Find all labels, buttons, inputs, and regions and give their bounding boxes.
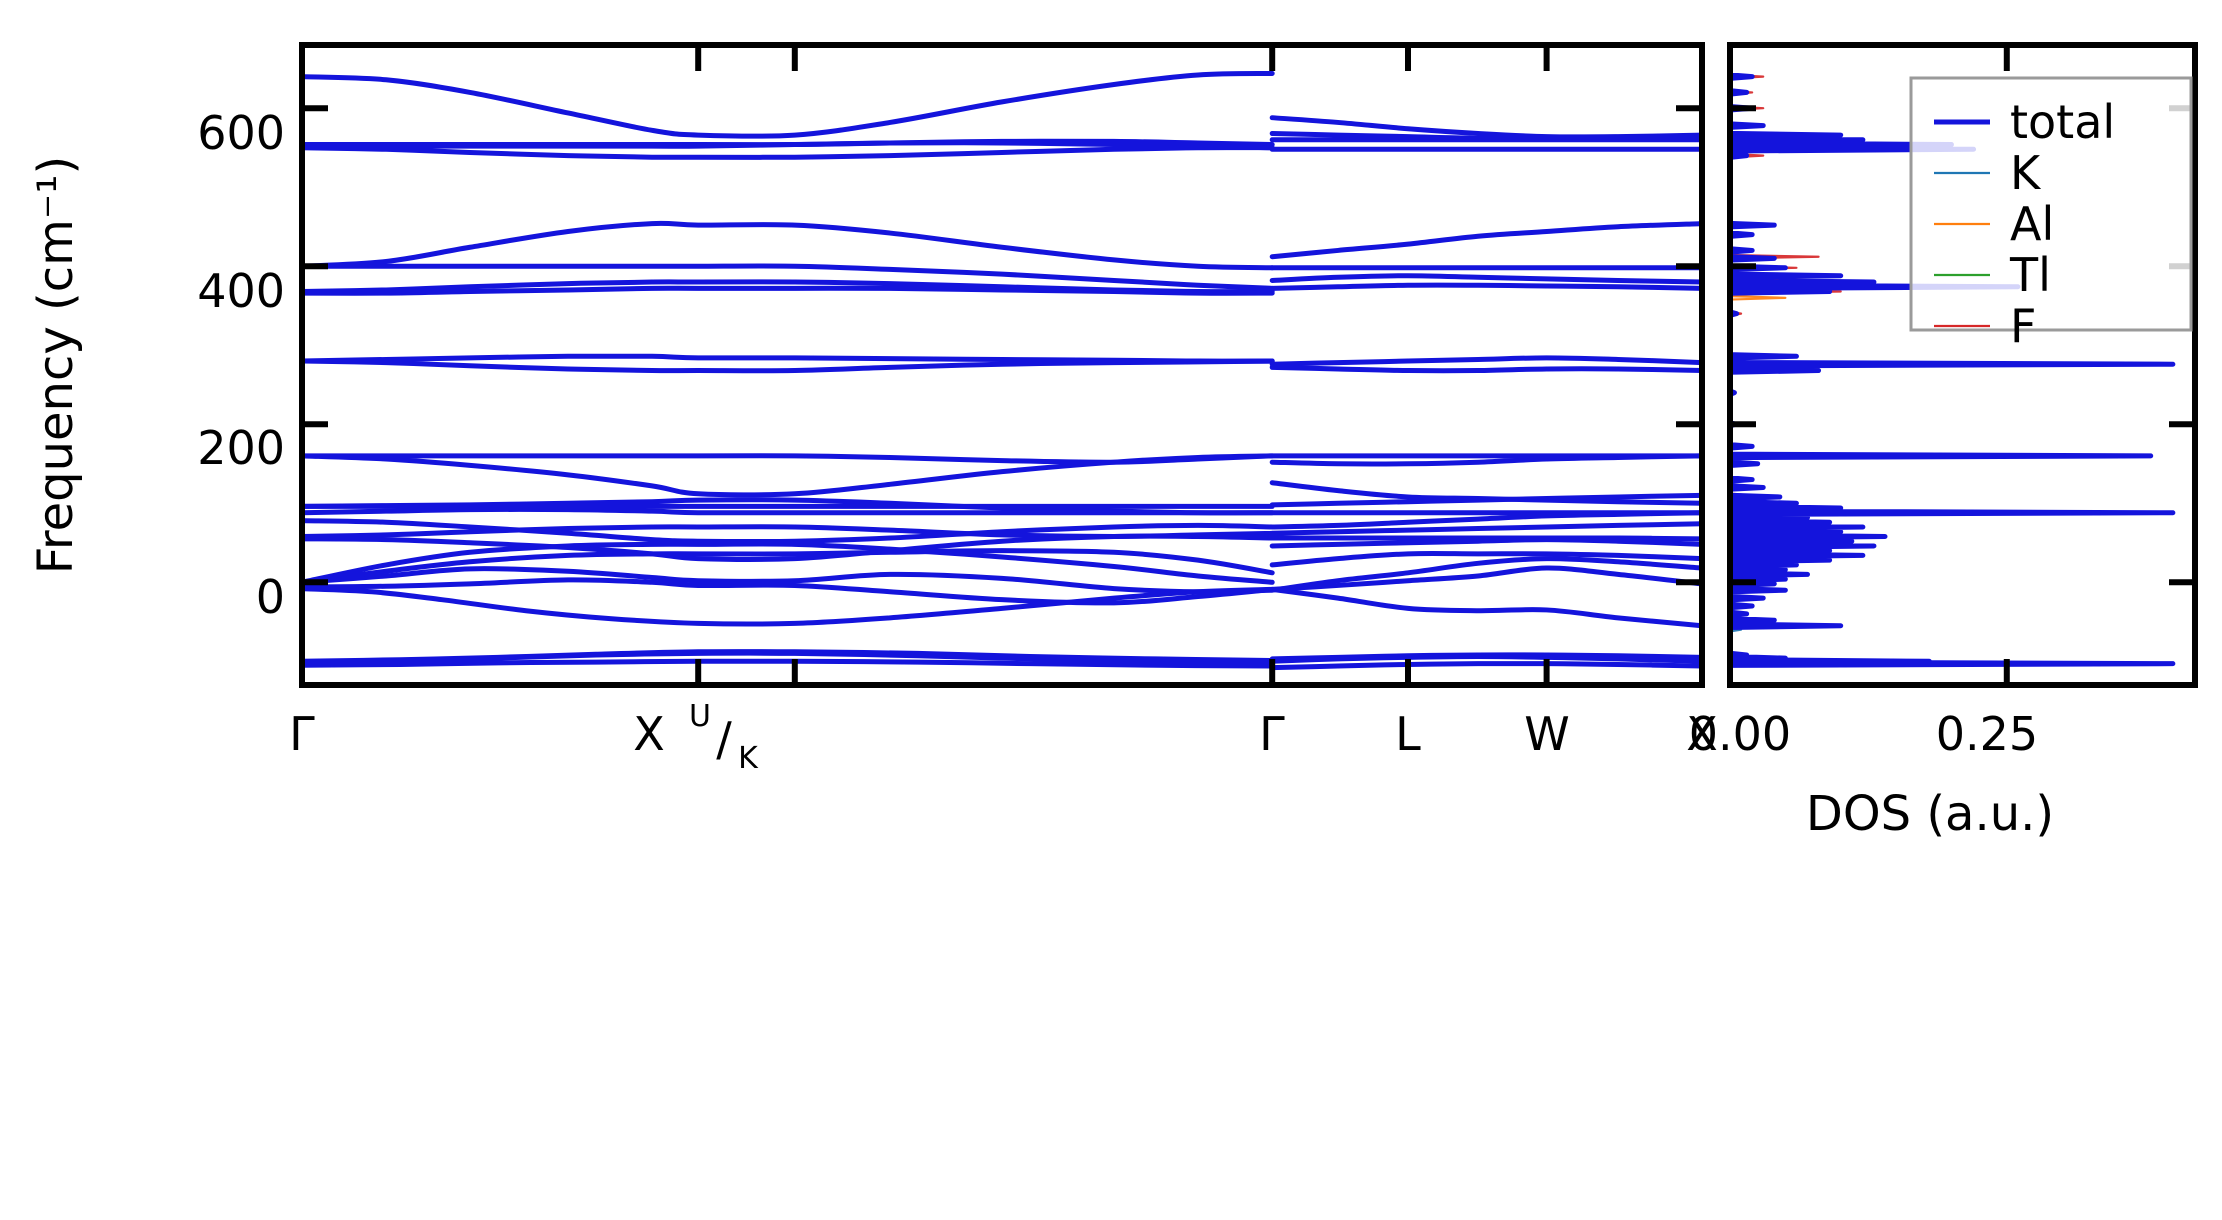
x-tick-label-gamma-2: Γ <box>1259 707 1285 761</box>
band-curves-group <box>302 70 1702 671</box>
band-x-tick-labels: Γ X U / K Γ L W X <box>289 699 1718 776</box>
legend-label-total: total <box>2010 95 2115 149</box>
y-tick-label-0: 0 <box>256 570 285 624</box>
x-tick-label-k: K <box>738 741 759 776</box>
x-tick-label-u-over-k: U / K <box>689 699 759 776</box>
band-y-tick-labels: 600 400 200 0 <box>197 106 285 624</box>
band-curve <box>302 480 1702 516</box>
band-structure-panel <box>299 42 1705 688</box>
y-axis-label: Frequency (cm⁻¹) <box>28 156 84 574</box>
band-curve <box>302 650 1702 667</box>
legend-label-al: Al <box>2010 197 2054 251</box>
legend-label-k: K <box>2010 146 2042 200</box>
x-tick-label-x-end: X <box>1686 707 1718 761</box>
x-tick-label-w: W <box>1524 707 1569 761</box>
band-curve <box>302 220 1702 271</box>
band-panel-frame <box>299 42 1705 688</box>
band-curve <box>302 565 1702 606</box>
band-curve <box>302 145 1702 160</box>
dos-x-ticks <box>1727 45 2010 685</box>
band-curve <box>302 453 1702 467</box>
dos-x-tick-label-000: 0.00 <box>1689 707 1791 761</box>
dos-axis-label: DOS (a.u.) <box>1806 786 2054 842</box>
x-tick-label-u: U <box>689 699 711 734</box>
dos-curve-total <box>1730 45 2176 685</box>
band-curve <box>302 282 1702 296</box>
band-y-ticks <box>302 105 1702 586</box>
band-curve <box>302 521 1702 539</box>
dos-x-tick-labels: 0.00 0.25 <box>1689 707 2038 761</box>
band-curve <box>302 556 1702 595</box>
y-tick-label-600: 600 <box>197 106 285 160</box>
band-x-ticks <box>299 45 1705 685</box>
y-tick-label-400: 400 <box>197 264 285 318</box>
band-curve <box>302 541 1702 585</box>
legend-label-tl: Tl <box>2009 248 2051 302</box>
band-curve <box>302 586 1702 629</box>
dos-curves-group <box>1730 45 2176 685</box>
band-curve <box>302 537 1702 585</box>
band-curve <box>302 658 1702 671</box>
band-curve <box>302 137 1702 151</box>
x-tick-label-l: L <box>1395 707 1421 761</box>
legend-label-f: F <box>2010 299 2036 353</box>
band-curve <box>302 358 1702 374</box>
dos-x-tick-label-025: 0.25 <box>1936 707 2038 761</box>
band-curve <box>302 263 1702 291</box>
x-tick-label-gamma-1: Γ <box>289 707 315 761</box>
y-tick-label-200: 200 <box>197 421 285 475</box>
x-tick-label-x: X <box>633 707 665 761</box>
fraction-slash-icon: / <box>716 712 732 766</box>
dos-panel-frame <box>1727 42 2198 688</box>
